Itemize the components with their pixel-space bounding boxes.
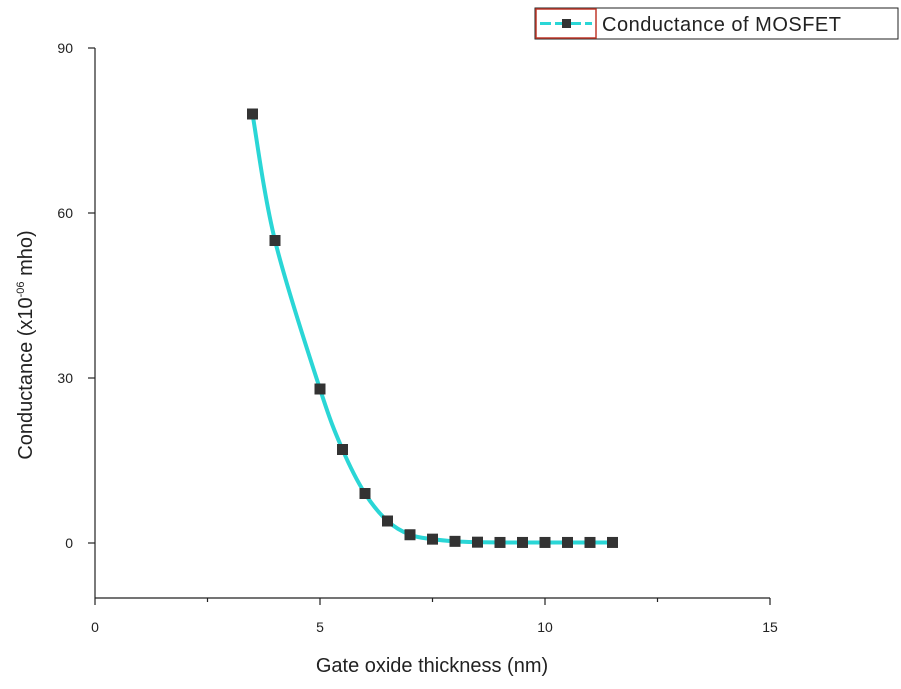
legend-swatch-frame (535, 8, 597, 39)
series-line (250, 113, 613, 545)
legend-label: Conductance of MOSFET (602, 14, 841, 36)
data-point (359, 488, 371, 499)
data-point (494, 536, 506, 548)
y-axis-title-exponent: -06 (15, 281, 27, 297)
data-point (247, 108, 258, 120)
data-point (584, 536, 596, 548)
legend-marker-sample (562, 19, 571, 28)
y-tick-label: 90 (57, 40, 73, 56)
series-layer (247, 108, 618, 548)
y-tick-label: 0 (65, 535, 73, 551)
x-axis-title: Gate oxide thickness (nm) (316, 655, 548, 677)
y-axis-title: Conductance (x10-06 mho) (15, 230, 37, 459)
data-point (314, 383, 326, 395)
data-point (382, 515, 393, 527)
x-tick-label: 5 (316, 619, 324, 635)
data-point (404, 529, 416, 541)
data-point (427, 533, 438, 545)
x-tick-label: 10 (537, 619, 553, 635)
data-point (539, 536, 551, 548)
y-tick-label: 30 (57, 370, 73, 386)
legend: Conductance of MOSFET (534, 7, 899, 40)
y-tick-label: 60 (57, 205, 73, 221)
data-point (607, 536, 618, 548)
x-tick-label: 0 (91, 619, 99, 635)
data-point (449, 535, 461, 547)
x-tick-label: 15 (762, 619, 778, 635)
data-point (337, 444, 348, 455)
data-point (472, 536, 483, 548)
axes: 0 30 60 90 0 5 10 15 (57, 40, 778, 635)
y-axis-title-prefix: Conductance (x10 (15, 297, 37, 459)
y-axis-title-suffix: mho) (15, 230, 37, 281)
data-point (269, 235, 281, 246)
data-point (517, 536, 528, 548)
data-point (562, 536, 573, 548)
